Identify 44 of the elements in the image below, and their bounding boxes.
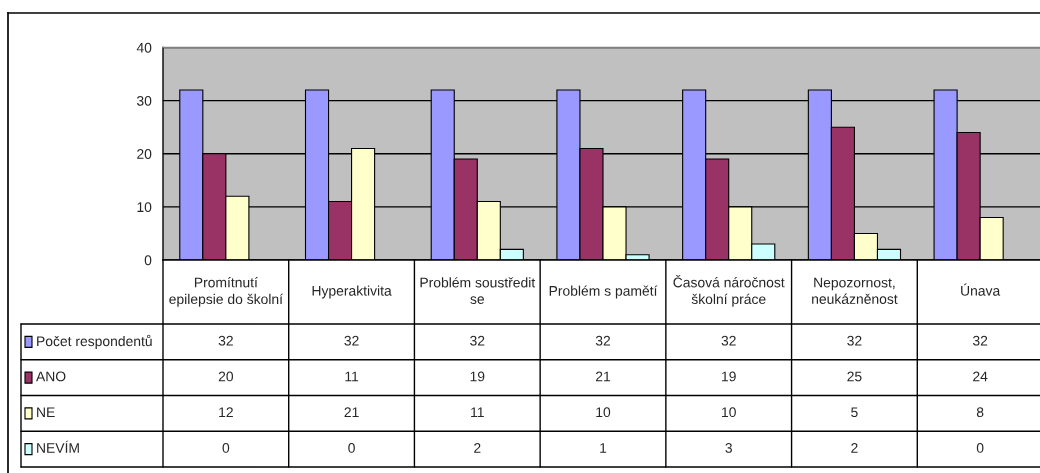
y-tick-label: 0 bbox=[144, 255, 152, 266]
y-tick-label: 10 bbox=[137, 202, 152, 213]
data-label: 19 bbox=[722, 371, 736, 382]
data-label: 32 bbox=[595, 335, 611, 346]
data-label: 32 bbox=[972, 335, 988, 346]
data-label: 5 bbox=[851, 407, 858, 418]
data-label: 10 bbox=[722, 407, 736, 418]
y-tick-label: 20 bbox=[137, 149, 152, 159]
data-label: 2 bbox=[474, 443, 481, 453]
x-tick-label: Promítnutí epilepsie do školní bbox=[169, 277, 283, 307]
x-tick-label: Problém s pamětí bbox=[549, 285, 658, 299]
data-label: 2 bbox=[851, 443, 858, 453]
data-label: 25 bbox=[847, 371, 862, 382]
legend-label: ANO bbox=[36, 371, 66, 382]
data-label: 11 bbox=[345, 371, 359, 382]
data-label: 0 bbox=[222, 443, 230, 453]
legend-label: Počet respondentů bbox=[37, 334, 152, 349]
data-label: 21 bbox=[595, 371, 611, 382]
data-label: 12 bbox=[219, 407, 233, 417]
data-label: 32 bbox=[218, 335, 233, 346]
data-label: 3 bbox=[725, 443, 732, 453]
data-label: 21 bbox=[344, 407, 359, 417]
data-label: 11 bbox=[471, 407, 484, 417]
x-tick-label: Únava bbox=[961, 283, 1001, 296]
legend-label: NEVÍM bbox=[37, 440, 79, 453]
y-tick-label: 40 bbox=[136, 42, 152, 53]
data-label: 32 bbox=[847, 335, 862, 346]
legend-label: NE bbox=[37, 407, 55, 417]
data-label: 32 bbox=[344, 335, 359, 346]
y-tick-label: 30 bbox=[136, 95, 152, 106]
x-tick-label: Časová náročnost školní práce bbox=[673, 275, 785, 307]
x-tick-label: Nepozornost, neukázněnost bbox=[812, 277, 898, 304]
data-label: 24 bbox=[973, 371, 988, 382]
data-label: 10 bbox=[596, 407, 611, 418]
x-tick-label: Problém soustředit se bbox=[420, 277, 536, 304]
data-label: 0 bbox=[348, 443, 355, 453]
data-label: 0 bbox=[976, 443, 984, 453]
data-label: 1 bbox=[600, 443, 607, 453]
data-label: 32 bbox=[470, 335, 485, 346]
data-label: 19 bbox=[470, 371, 485, 382]
data-label: 8 bbox=[976, 407, 984, 418]
x-tick-label: Hyperaktivita bbox=[312, 285, 392, 299]
data-label: 20 bbox=[218, 371, 234, 382]
data-label: 32 bbox=[721, 335, 736, 346]
